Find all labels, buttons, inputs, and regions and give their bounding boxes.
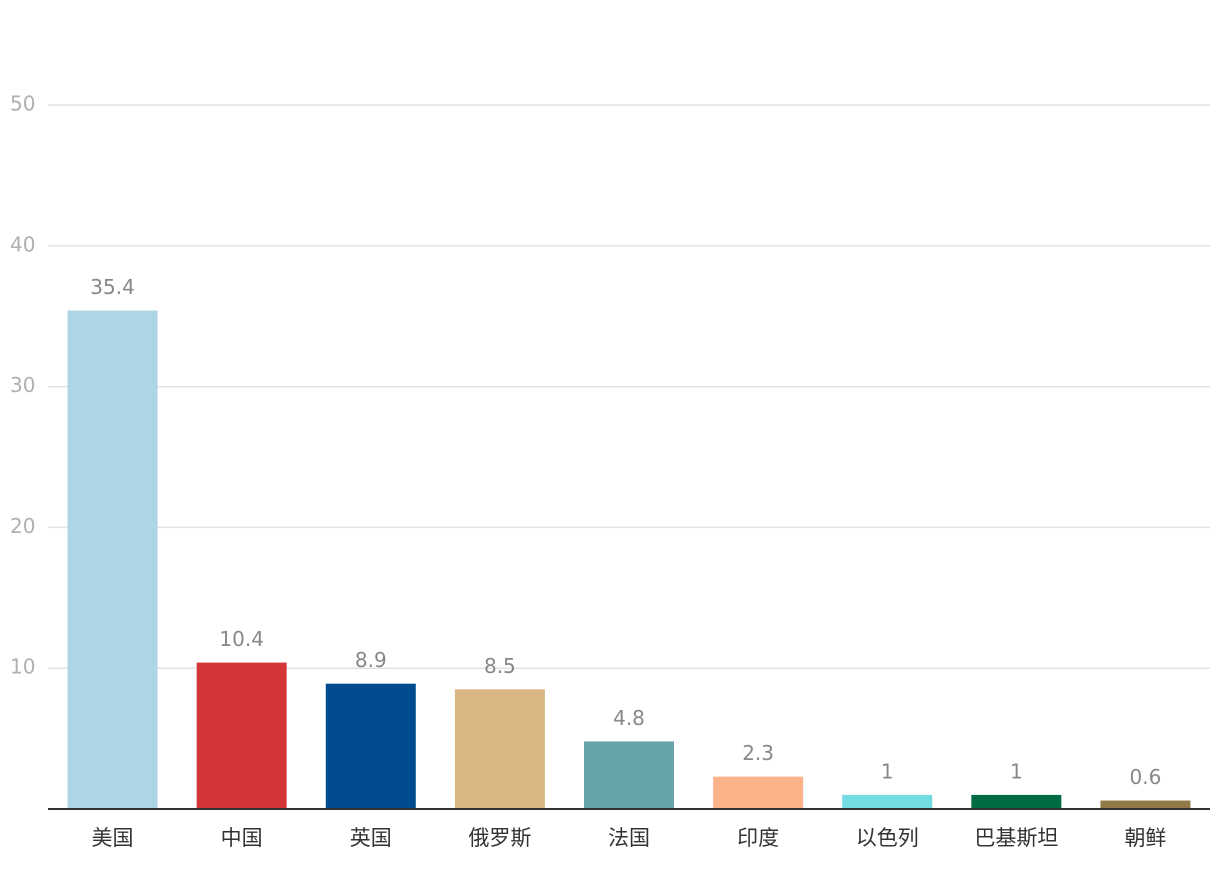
bar [454,689,545,809]
y-tick-label: 20 [10,514,35,538]
value-label: 2.3 [742,741,774,765]
x-tick-label: 朝鲜 [1124,826,1166,850]
x-tick-label: 英国 [350,826,392,850]
x-tick-label: 中国 [221,826,263,850]
value-label: 35.4 [90,275,135,299]
x-tick-label: 巴基斯坦 [974,826,1058,850]
value-label: 10.4 [219,627,264,651]
value-label: 8.9 [355,648,387,672]
bar [842,794,933,809]
bar [196,662,287,809]
y-tick-label: 10 [10,655,35,679]
y-tick-label: 40 [10,232,35,256]
x-tick-label: 俄罗斯 [468,826,531,850]
value-label: 0.6 [1130,765,1162,789]
value-label: 1 [881,759,894,783]
value-label: 4.8 [613,706,645,730]
bar [67,310,158,809]
bar [325,683,416,809]
x-tick-label: 以色列 [856,826,919,850]
bar [713,776,804,809]
y-tick-label: 30 [10,373,35,397]
y-tick-label: 50 [10,92,35,116]
x-tick-label: 法国 [608,826,650,850]
x-tick-label: 美国 [92,826,134,850]
x-tick-label: 印度 [737,826,779,850]
bar [1100,800,1191,809]
bar [971,794,1062,809]
value-label: 8.5 [484,654,516,678]
bar [584,741,674,809]
value-label: 1 [1010,759,1023,783]
